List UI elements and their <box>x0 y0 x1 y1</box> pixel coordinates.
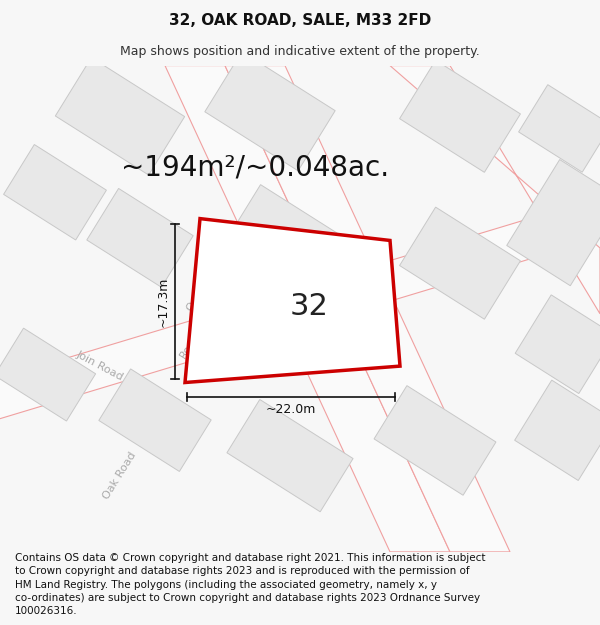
Polygon shape <box>518 84 600 172</box>
Polygon shape <box>507 159 600 286</box>
Polygon shape <box>99 369 211 471</box>
Text: Map shows position and indicative extent of the property.: Map shows position and indicative extent… <box>120 44 480 58</box>
Polygon shape <box>0 328 95 421</box>
Text: Road: Road <box>178 331 202 360</box>
Polygon shape <box>390 66 600 314</box>
Text: 32, OAK ROAD, SALE, M33 2FD: 32, OAK ROAD, SALE, M33 2FD <box>169 13 431 28</box>
Text: ~22.0m: ~22.0m <box>266 402 316 416</box>
Polygon shape <box>515 295 600 394</box>
Polygon shape <box>185 219 400 382</box>
Polygon shape <box>227 399 353 512</box>
Polygon shape <box>400 60 520 172</box>
Text: Join Road: Join Road <box>75 349 125 382</box>
Polygon shape <box>4 144 106 240</box>
Polygon shape <box>219 184 371 321</box>
Text: 32: 32 <box>289 292 328 321</box>
Polygon shape <box>165 66 450 552</box>
Polygon shape <box>515 380 600 481</box>
Polygon shape <box>87 189 193 288</box>
Text: ~17.3m: ~17.3m <box>157 276 170 327</box>
Polygon shape <box>55 58 185 175</box>
Text: Oak: Oak <box>185 289 205 312</box>
Text: Oak Road: Oak Road <box>101 450 139 501</box>
Polygon shape <box>374 386 496 495</box>
Polygon shape <box>225 66 510 552</box>
Polygon shape <box>205 52 335 171</box>
Polygon shape <box>400 207 520 319</box>
Polygon shape <box>0 198 600 420</box>
Text: ~194m²/~0.048ac.: ~194m²/~0.048ac. <box>121 153 389 181</box>
Text: Contains OS data © Crown copyright and database right 2021. This information is : Contains OS data © Crown copyright and d… <box>15 553 485 616</box>
